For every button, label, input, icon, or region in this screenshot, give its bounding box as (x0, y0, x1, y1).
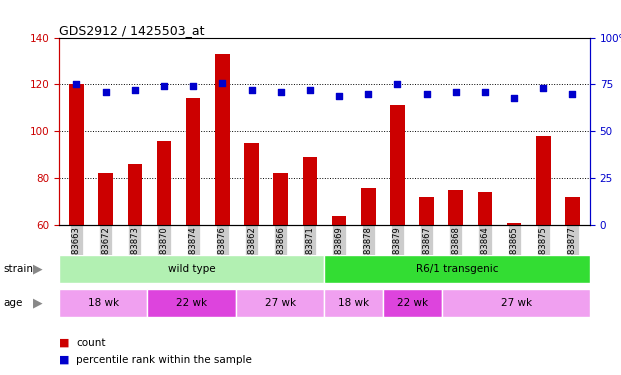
Bar (324, 289, 383, 317)
Bar (127, 164, 142, 225)
Bar (69, 84, 84, 225)
Bar (565, 197, 580, 225)
Text: GDS2912 / 1425503_at: GDS2912 / 1425503_at (59, 24, 204, 38)
Bar (59, 289, 147, 317)
Point (422, 91, 432, 97)
Text: ▶: ▶ (33, 262, 42, 276)
Bar (244, 143, 259, 225)
Bar (507, 223, 522, 225)
Point (217, 80, 227, 86)
Point (159, 83, 169, 89)
Bar (361, 188, 376, 225)
Bar (324, 255, 590, 283)
Text: ▶: ▶ (33, 296, 42, 309)
Bar (536, 136, 551, 225)
Text: 22 wk: 22 wk (397, 298, 428, 308)
Text: age: age (3, 298, 22, 308)
Text: count: count (76, 338, 106, 348)
Point (480, 89, 490, 95)
Point (451, 89, 461, 95)
Text: 18 wk: 18 wk (88, 298, 119, 308)
Bar (147, 289, 236, 317)
Bar (478, 192, 492, 225)
Point (538, 85, 548, 91)
Bar (302, 157, 317, 225)
Point (71, 81, 81, 87)
Point (509, 94, 519, 100)
Text: 27 wk: 27 wk (501, 298, 532, 308)
Text: R6/1 transgenic: R6/1 transgenic (416, 264, 499, 274)
Point (130, 87, 140, 93)
Bar (98, 173, 113, 225)
Point (568, 91, 578, 97)
Text: ■: ■ (59, 355, 70, 365)
Bar (236, 289, 324, 317)
Point (247, 87, 256, 93)
Bar (186, 99, 201, 225)
Point (392, 81, 402, 87)
Text: ■: ■ (59, 338, 70, 348)
Bar (59, 255, 324, 283)
Text: strain: strain (3, 264, 33, 274)
Text: 18 wk: 18 wk (338, 298, 369, 308)
Bar (156, 141, 171, 225)
Text: 27 wk: 27 wk (265, 298, 296, 308)
Text: 22 wk: 22 wk (176, 298, 207, 308)
Bar (273, 173, 288, 225)
Bar (442, 289, 590, 317)
Bar (383, 289, 442, 317)
Bar (448, 190, 463, 225)
Bar (419, 197, 434, 225)
Point (334, 93, 344, 99)
Point (305, 87, 315, 93)
Text: percentile rank within the sample: percentile rank within the sample (76, 355, 252, 365)
Bar (215, 54, 230, 225)
Point (101, 89, 111, 95)
Point (276, 89, 286, 95)
Point (363, 91, 373, 97)
Bar (332, 216, 347, 225)
Text: wild type: wild type (168, 264, 215, 274)
Bar (390, 105, 405, 225)
Point (188, 83, 198, 89)
